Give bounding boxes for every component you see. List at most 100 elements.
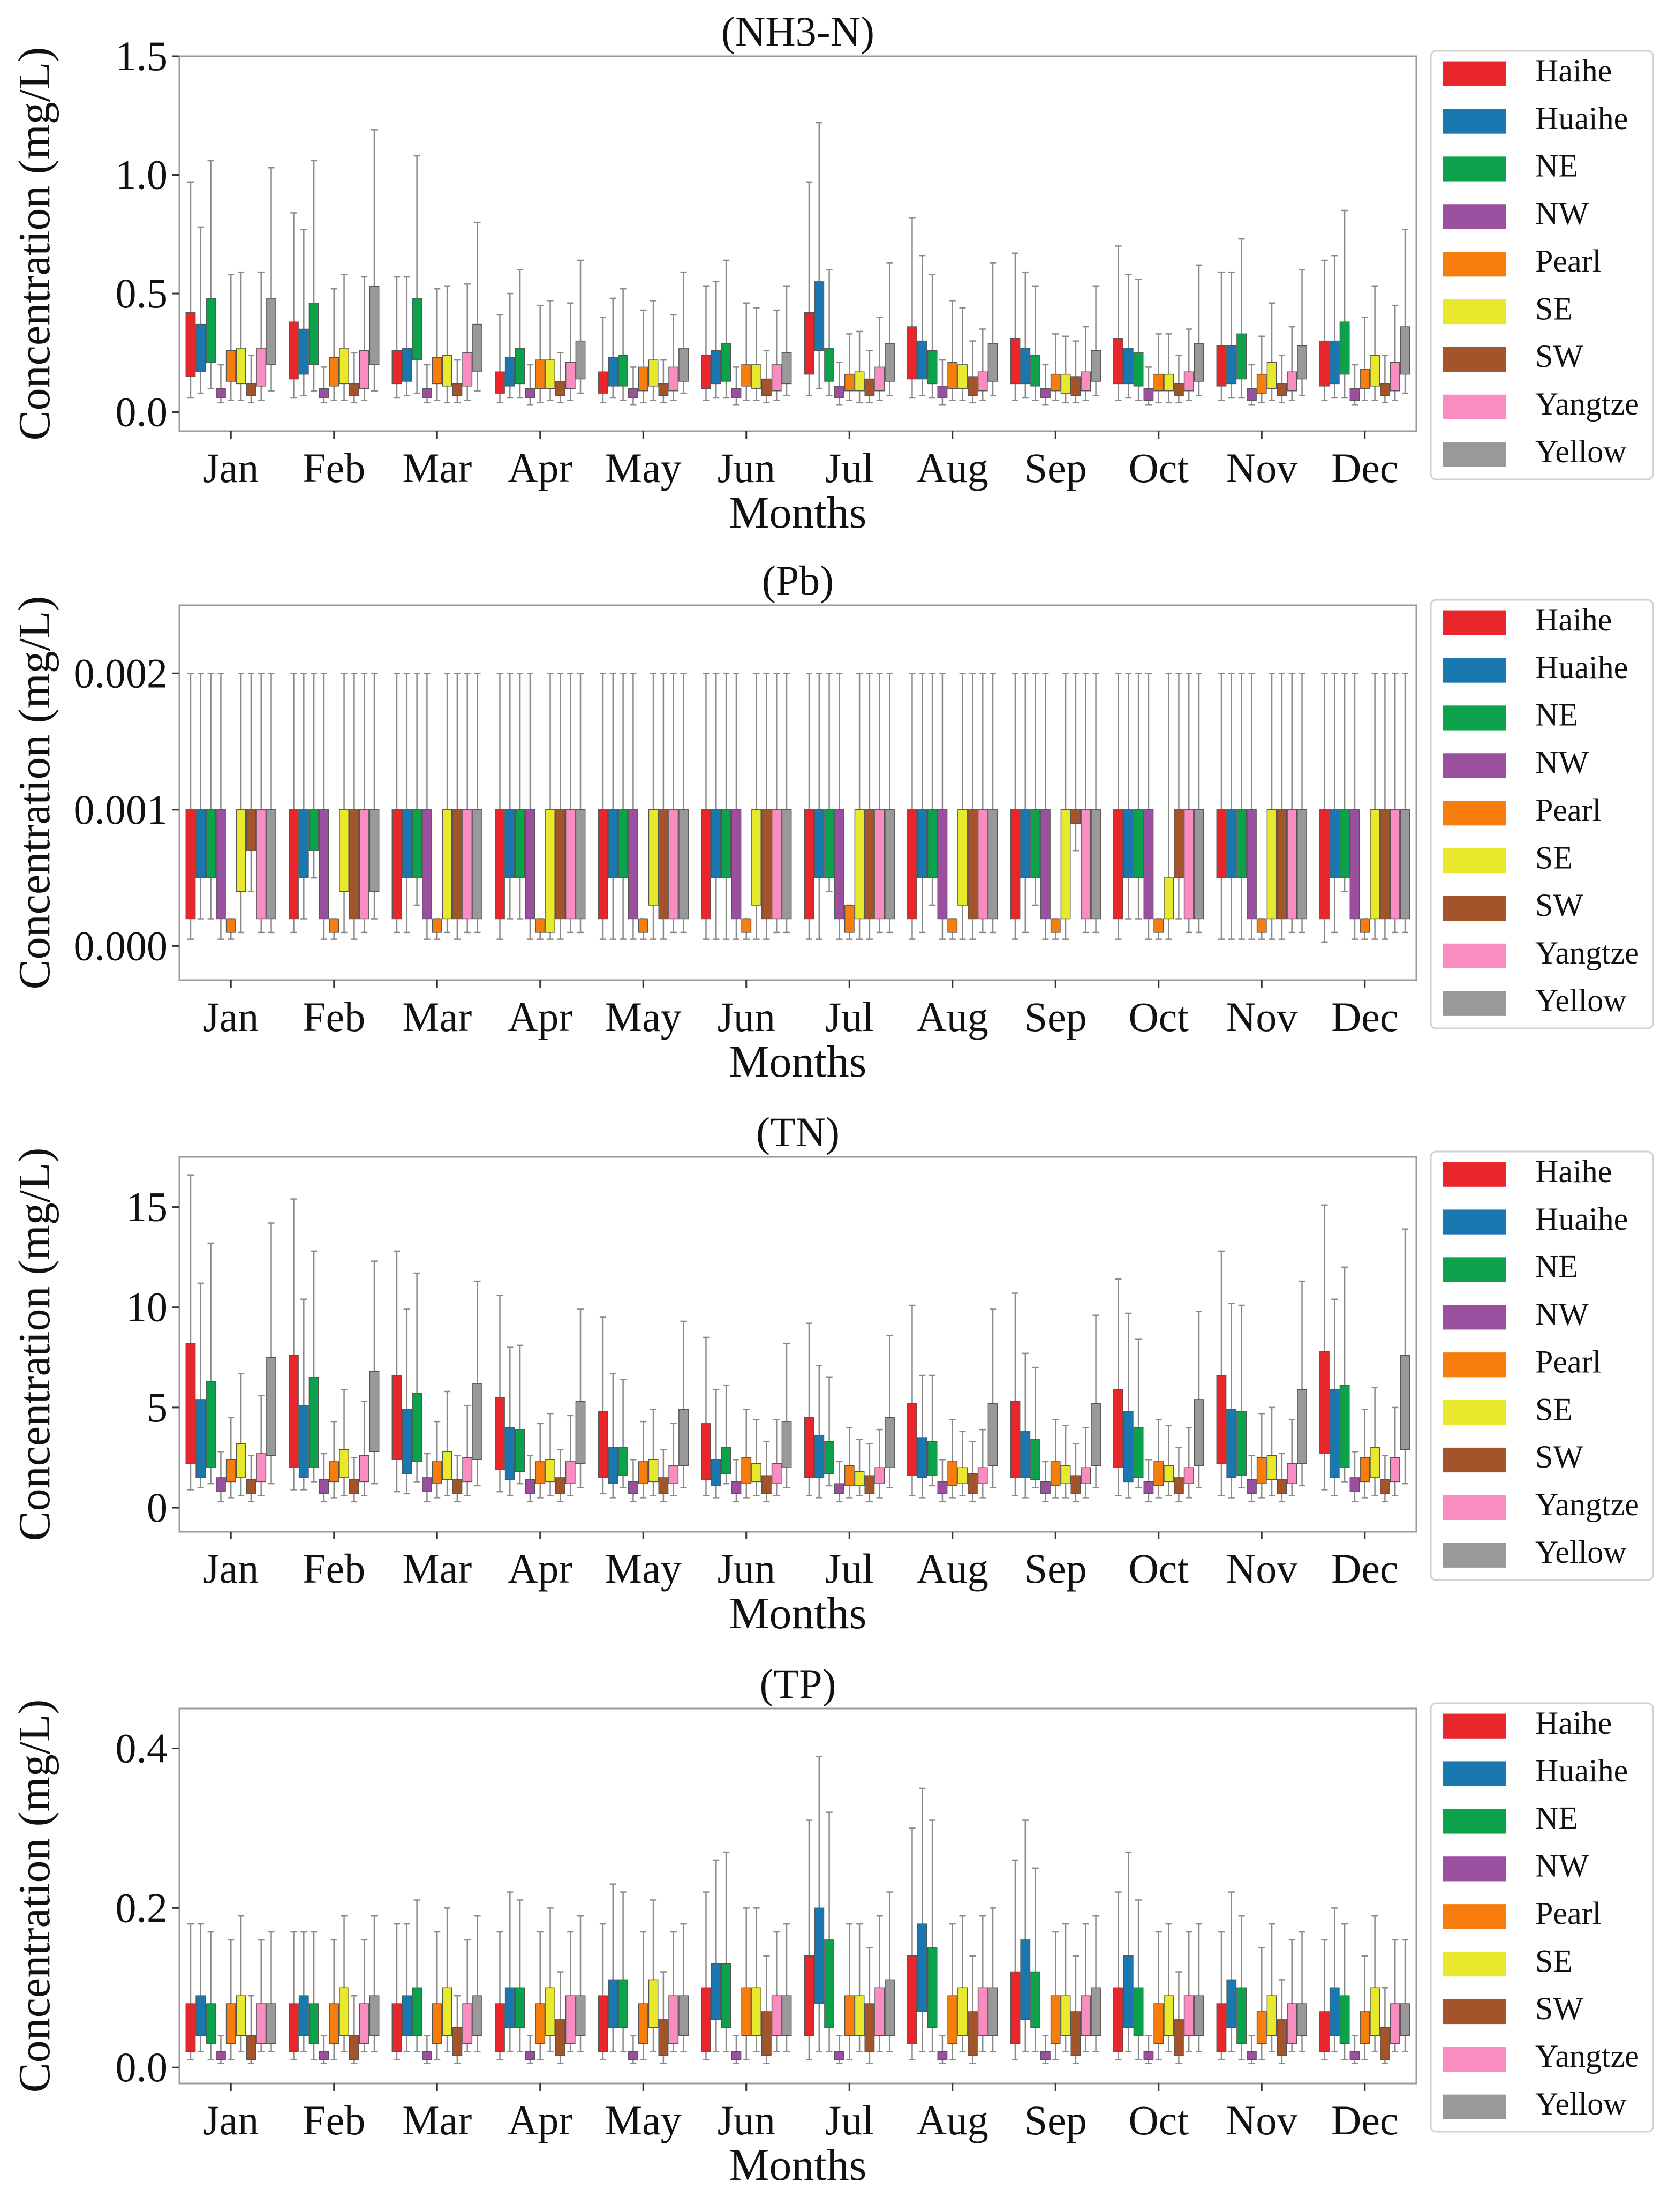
box-yellow	[1194, 1399, 1204, 1466]
chart-panel-3: (TP) 0.0 0.2 0.4 Concentration (mg/L) Jan Feb M…	[10, 1660, 1654, 2190]
box-pearl	[329, 2003, 339, 2044]
box-huaihe	[1226, 809, 1237, 878]
box-yangtze	[1287, 1463, 1297, 1484]
box-nw	[1247, 1479, 1257, 1494]
box-haihe	[495, 371, 505, 394]
box-huaihe	[504, 1987, 515, 2028]
box-ne	[721, 343, 731, 382]
box-ne	[721, 1447, 731, 1474]
y-tick-label: 0.001	[74, 786, 168, 833]
box-yangtze	[874, 809, 885, 920]
x-tick-label: Dec	[1331, 1545, 1399, 1592]
box-huaihe	[504, 357, 515, 387]
x-tick-label: Dec	[1331, 994, 1399, 1040]
box-huaihe	[1020, 1939, 1031, 2020]
box-huaihe	[402, 809, 412, 878]
box-ne	[721, 1963, 731, 2028]
box-sw	[1379, 2027, 1390, 2060]
box-huaihe	[1226, 1979, 1237, 2028]
box-pearl	[432, 357, 442, 385]
box-pearl	[1256, 1457, 1267, 1484]
y-axis-label: Concentration (mg/L)	[10, 1699, 59, 2093]
box-yellow	[1091, 350, 1101, 382]
box-yangtze	[977, 809, 988, 920]
box-se	[854, 1995, 865, 2036]
x-tick-label: Jun	[718, 1545, 775, 1592]
box-se	[236, 1995, 246, 2036]
box-haihe	[1010, 809, 1021, 920]
box-yellow	[678, 348, 689, 382]
box-pearl	[432, 918, 442, 933]
box-nw	[319, 1479, 329, 1494]
box-yellow	[472, 1995, 482, 2036]
box-yangtze	[1390, 362, 1400, 392]
box-pearl	[844, 1995, 855, 2036]
box-pearl	[1153, 918, 1164, 933]
box-ne	[206, 2003, 216, 2044]
box-se	[545, 359, 555, 389]
x-tick-label: Sep	[1024, 2097, 1087, 2143]
legend-label-yellow: Yellow	[1535, 1534, 1627, 1570]
box-yangtze	[874, 366, 885, 392]
x-tick-label: Aug	[917, 1545, 988, 1592]
box-sw	[967, 1473, 978, 1494]
box-nw	[731, 388, 742, 398]
box-sw	[761, 2011, 772, 2056]
box-ne	[824, 1939, 835, 2028]
box-se	[236, 1443, 246, 1478]
legend-label-sw: SW	[1535, 1991, 1583, 2026]
box-haihe	[701, 809, 711, 920]
box-huaihe	[1123, 1955, 1134, 2028]
box-yangtze	[1183, 1467, 1194, 1484]
legend-swatch-yangtze	[1443, 394, 1506, 419]
x-axis-label: Months	[729, 1589, 867, 1638]
box-pearl	[535, 918, 546, 933]
legend-label-ne: NE	[1535, 148, 1578, 184]
legend-label-sw: SW	[1535, 338, 1583, 374]
box-sw	[658, 809, 669, 920]
box-sw	[967, 809, 978, 920]
box-haihe	[185, 2003, 196, 2052]
box-haihe	[907, 809, 917, 920]
box-haihe	[907, 326, 917, 380]
box-sw	[1070, 376, 1081, 396]
x-tick-label: Jul	[825, 2097, 874, 2143]
box-huaihe	[711, 1963, 721, 2020]
box-ne	[308, 809, 319, 851]
box-yellow	[472, 323, 482, 372]
box-huaihe	[1123, 1411, 1134, 1483]
box-pearl	[225, 1459, 236, 1483]
box-se	[236, 809, 246, 892]
box-huaihe	[1226, 1409, 1237, 1478]
box-nw	[1143, 388, 1154, 401]
legend-swatch-nw	[1443, 1305, 1506, 1330]
box-sw	[452, 2027, 463, 2056]
box-se	[1060, 373, 1071, 394]
legend-label-nw: NW	[1535, 745, 1589, 780]
box-sw	[1277, 2019, 1287, 2056]
box-ne	[1236, 333, 1247, 380]
box-se	[957, 1467, 968, 1484]
box-ne	[412, 1393, 422, 1462]
x-tick-label: Jan	[203, 1545, 259, 1592]
x-axis-label: Months	[729, 2140, 867, 2190]
box-yangtze	[462, 809, 473, 920]
box-yangtze	[1081, 809, 1091, 920]
legend-label-yangtze: Yangtze	[1535, 386, 1639, 422]
box-yellow	[885, 1417, 895, 1468]
box-ne	[308, 1377, 319, 1468]
legend-label-haihe: Haihe	[1535, 53, 1612, 88]
y-tick-label: 0.2	[116, 1884, 168, 1931]
box-haihe	[289, 321, 299, 380]
legend-label-huaihe: Huaihe	[1535, 1201, 1628, 1237]
box-yellow	[1194, 343, 1204, 382]
box-yellow	[1400, 809, 1410, 920]
box-sw	[658, 2019, 669, 2056]
legend-label-yangtze: Yangtze	[1535, 935, 1639, 970]
legend-swatch-ne	[1443, 1809, 1506, 1834]
box-sw	[246, 383, 256, 396]
box-se	[442, 809, 452, 920]
box-se	[1266, 1455, 1277, 1480]
box-pearl	[947, 1461, 958, 1486]
box-yellow	[266, 298, 276, 365]
